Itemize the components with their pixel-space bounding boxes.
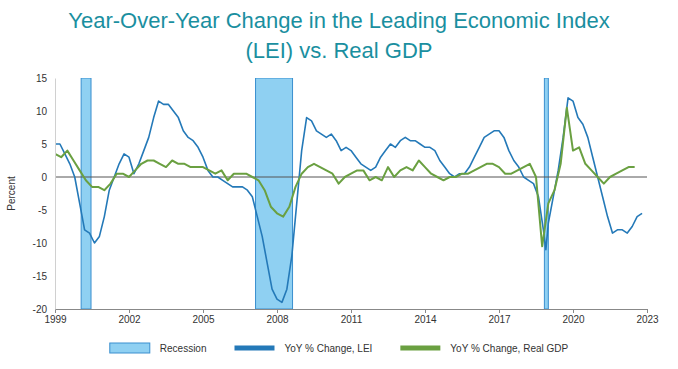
y-axis-title: Percent (6, 176, 17, 211)
axis-line (56, 310, 648, 314)
axis-line (55, 79, 56, 310)
recession-band (256, 78, 293, 309)
y-tick: -10 (33, 238, 55, 249)
tick-mark (203, 309, 204, 313)
series-line (55, 108, 635, 247)
tick-label: 2008 (266, 314, 289, 325)
y-tick: 0 (41, 172, 55, 183)
plot-area (55, 78, 647, 309)
tick-mark (277, 309, 278, 313)
tick-mark (351, 309, 352, 313)
tick-mark (499, 309, 500, 313)
x-tick: 2017 (488, 309, 511, 325)
tick-label: -10 (33, 238, 48, 249)
legend-swatch (110, 343, 150, 353)
tick-label: -5 (38, 205, 47, 216)
tick-label: 2023 (636, 314, 659, 325)
chart: Year-Over-Year Change in the Leading Eco… (0, 0, 678, 369)
tick-label: 2005 (192, 314, 215, 325)
tick-mark (425, 309, 426, 313)
tick-label: 0 (41, 172, 47, 183)
legend-swatch (234, 346, 274, 351)
series-line (55, 98, 642, 303)
x-axis: 1999 2002 2005 2008 2011 2014 2017 2020 2023 (44, 309, 659, 325)
x-tick: 2005 (192, 309, 215, 325)
recession-band (81, 78, 91, 309)
tick-label: 1999 (44, 314, 67, 325)
tick-label: -20 (33, 304, 48, 315)
y-tick: -20 (33, 304, 55, 315)
tick-label: -15 (33, 271, 48, 282)
x-tick: 2011 (341, 309, 363, 325)
x-tick: 2020 (562, 309, 585, 325)
legend-label: YoY % Change, Real GDP (450, 343, 568, 354)
tick-label: 5 (41, 139, 47, 150)
legend-label: YoY % Change, LEI (284, 343, 372, 354)
y-tick: -5 (38, 205, 55, 216)
y-tick: 15 (36, 73, 55, 84)
legend: Recession YoY % Change, LEI YoY % Change, … (110, 343, 569, 354)
title-line: (LEI) vs. Real GDP (245, 38, 432, 63)
legend-label: Recession (160, 343, 207, 354)
y-tick: -15 (33, 271, 55, 282)
legend-item: YoY % Change, Real GDP (400, 343, 568, 354)
legend-item: YoY % Change, LEI (234, 343, 372, 354)
tick-label: 15 (36, 73, 48, 84)
y-tick: 10 (36, 106, 55, 117)
tick-label: 2011 (341, 314, 363, 325)
tick-mark (129, 309, 130, 313)
tick-mark (647, 309, 648, 313)
x-tick: 2014 (414, 309, 437, 325)
tick-label: 10 (36, 106, 48, 117)
legend-item: Recession (110, 343, 207, 354)
x-tick: 2002 (118, 309, 141, 325)
x-tick: 1999 (44, 309, 67, 325)
title-line: Year-Over-Year Change in the Leading Eco… (68, 8, 609, 33)
tick-label: 2002 (118, 314, 141, 325)
tick-label: 2020 (562, 314, 585, 325)
tick-label: 2017 (488, 314, 511, 325)
x-tick: 2008 (266, 309, 289, 325)
legend-swatch (400, 346, 440, 351)
y-tick: 5 (41, 139, 55, 150)
recession-band (544, 78, 548, 309)
tick-label: 2014 (414, 314, 437, 325)
tick-mark (573, 309, 574, 313)
tick-mark (55, 309, 56, 313)
title: Year-Over-Year Change in the Leading Eco… (68, 8, 609, 63)
y-axis: -20 -15 -10 -5 0 5 10 15 (33, 73, 56, 315)
x-tick: 2023 (636, 309, 659, 325)
